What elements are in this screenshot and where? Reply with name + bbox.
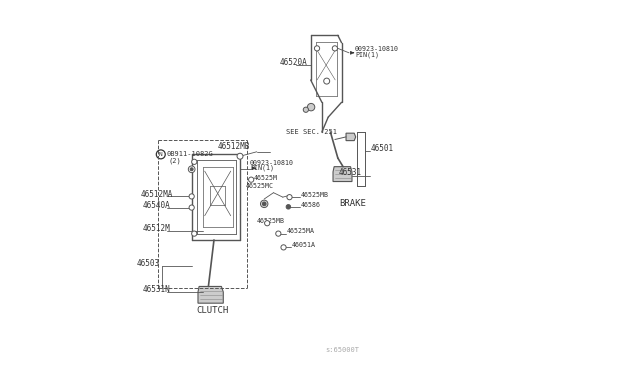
Text: 46540A: 46540A [142,201,170,210]
Text: N: N [159,152,163,157]
Circle shape [237,153,243,159]
Text: 46512MB: 46512MB [218,142,250,151]
Text: 46586: 46586 [300,202,320,208]
Text: (2): (2) [168,157,181,164]
Text: 46520A: 46520A [280,58,308,67]
Text: SEE SEC. 251: SEE SEC. 251 [286,129,337,135]
Text: 00923-10810: 00923-10810 [355,46,399,52]
Text: PIN(1): PIN(1) [250,164,275,171]
Circle shape [189,194,195,199]
Text: 46051A: 46051A [292,242,316,248]
Text: s:65000T: s:65000T [326,347,360,353]
Text: 46525MC: 46525MC [246,183,274,189]
Circle shape [191,231,197,236]
Circle shape [287,195,292,200]
Circle shape [262,202,266,206]
Text: 46531N: 46531N [142,285,170,294]
Text: 0B911-1082G: 0B911-1082G [166,151,213,157]
Text: 46525M: 46525M [254,175,278,181]
Circle shape [191,159,197,164]
Circle shape [248,177,254,182]
Text: 00923-10810: 00923-10810 [250,160,293,166]
Circle shape [260,200,268,208]
Circle shape [324,78,330,84]
Circle shape [314,46,319,51]
Circle shape [332,46,337,51]
Circle shape [189,205,195,210]
Circle shape [286,205,291,209]
Polygon shape [346,133,356,141]
Circle shape [281,245,286,250]
Text: 46503: 46503 [137,259,160,268]
Circle shape [190,168,193,171]
Text: CLUTCH: CLUTCH [196,306,228,315]
Text: 46512M: 46512M [142,224,170,233]
Text: 46512MA: 46512MA [141,190,173,199]
Circle shape [303,107,308,112]
Polygon shape [333,167,352,182]
Circle shape [276,231,281,236]
Text: BRAKE: BRAKE [339,199,366,208]
Polygon shape [198,286,223,303]
Text: 46531: 46531 [339,169,362,177]
Text: 46525MB: 46525MB [257,218,285,224]
Text: 46525MA: 46525MA [287,228,314,234]
Text: PIN(1): PIN(1) [356,51,380,58]
Circle shape [264,221,270,226]
Circle shape [307,103,315,111]
Text: 46501: 46501 [371,144,394,153]
Text: 46525MB: 46525MB [300,192,328,198]
Circle shape [188,166,195,173]
